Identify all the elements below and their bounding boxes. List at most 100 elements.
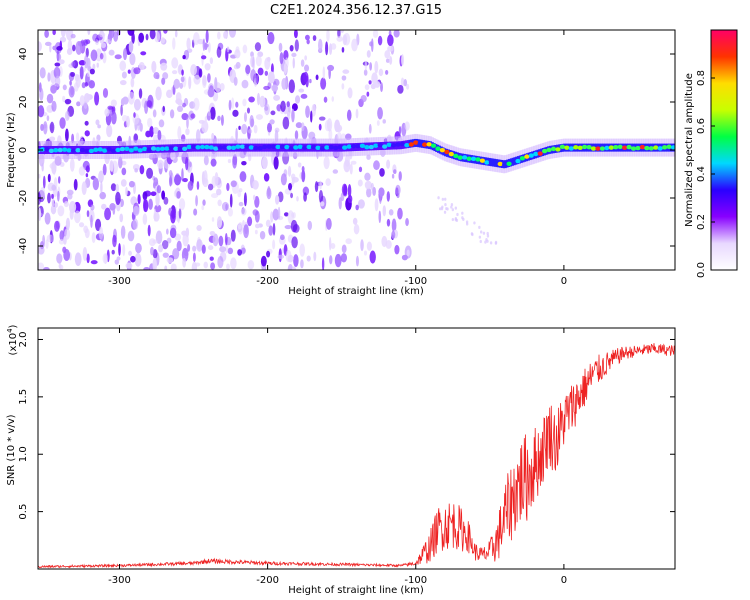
spectrogram-noise-cell bbox=[142, 213, 148, 225]
colorbar-tick-label: 0.6 bbox=[696, 118, 707, 134]
spectrogram-noise-cell bbox=[259, 230, 266, 240]
colorbar-ticks: 0.0 0.2 0.4 0.6 0.8 bbox=[696, 70, 715, 278]
spectrogram-noise-cell bbox=[169, 109, 175, 119]
snr-y-multiplier-close: ) bbox=[8, 324, 19, 328]
spectrogram-noise-cell bbox=[214, 172, 219, 186]
spectrogram-noise-cell bbox=[219, 82, 225, 91]
spectrogram-noise-cell bbox=[444, 203, 447, 207]
spectrogram-noise-cell bbox=[287, 263, 294, 270]
spectrogram-ridge-peak bbox=[484, 160, 490, 165]
spectrogram-ridge-peak bbox=[422, 142, 428, 147]
spectrogram-noise-cell bbox=[92, 33, 99, 42]
spectrogram-y-tick-label: 0 bbox=[18, 147, 29, 153]
spectrogram-noise-cell bbox=[238, 188, 243, 193]
spectrogram-noise-cell bbox=[294, 95, 301, 104]
spectrogram-noise-cell bbox=[137, 194, 141, 205]
spectrogram-noise-cell bbox=[226, 263, 230, 270]
spectrogram-noise-cell bbox=[243, 192, 247, 207]
spectrogram-noise-cell bbox=[278, 42, 283, 52]
spectrogram-noise-cell bbox=[119, 79, 127, 86]
spectrogram-noise-cell bbox=[38, 105, 45, 118]
spectrogram-noise-cell bbox=[38, 207, 42, 222]
spectrogram-ridge-peak bbox=[390, 143, 397, 148]
spectrogram-noise-cell bbox=[185, 157, 189, 171]
spectrogram-noise-cell bbox=[405, 218, 409, 227]
spectrogram-ridge-peak bbox=[222, 145, 228, 150]
spectrogram-noise-cell bbox=[156, 185, 162, 194]
spectrogram-noise-cell bbox=[327, 64, 335, 72]
spectrogram-ridge-peak bbox=[497, 161, 503, 167]
spectrogram-noise-cell bbox=[203, 261, 209, 269]
spectrogram-noise-cell bbox=[349, 163, 353, 175]
spectrogram-noise-cell bbox=[318, 116, 326, 121]
spectrogram-ridge-peak bbox=[279, 144, 286, 150]
spectrogram-noise-cell bbox=[280, 234, 285, 241]
spectrogram-noise-cell bbox=[270, 63, 274, 74]
spectrogram-noise-cell bbox=[238, 125, 241, 130]
spectrogram-noise-cell bbox=[343, 32, 351, 46]
spectrogram-ridge-peak bbox=[88, 148, 94, 154]
spectrogram-noise-cell bbox=[306, 255, 311, 262]
spectrogram-noise-cell bbox=[379, 193, 382, 205]
spectrogram-ridge-peak bbox=[368, 144, 374, 150]
spectrogram-noise-cell bbox=[174, 233, 182, 241]
spectrogram-noise-cell bbox=[287, 165, 292, 177]
spectrogram-noise-cell bbox=[292, 57, 295, 69]
spectrogram-noise-cell bbox=[108, 30, 113, 42]
spectrogram-noise-cell bbox=[82, 246, 88, 261]
figure-title: C2E1.2024.356.12.37.G15 bbox=[270, 3, 442, 18]
spectrogram-ridge-peak bbox=[577, 145, 583, 151]
spectrogram-noise-cell bbox=[58, 176, 61, 184]
spectrogram-ridge-peak bbox=[350, 144, 357, 149]
spectrogram-noise-cell bbox=[209, 230, 216, 236]
spectrogram-noise-cell bbox=[174, 30, 178, 38]
spectrogram-noise-cell bbox=[239, 171, 247, 182]
spectrogram-noise-cell bbox=[193, 97, 200, 111]
spectrogram-noise-cell bbox=[232, 155, 238, 169]
snr-background bbox=[38, 328, 675, 569]
spectrogram-noise-cell bbox=[207, 73, 211, 83]
spectrogram-noise-cell bbox=[378, 187, 385, 197]
spectrogram-ridge-peak bbox=[293, 145, 299, 150]
spectrogram-noise-cell bbox=[479, 239, 482, 244]
spectrogram-noise-cell bbox=[310, 110, 313, 123]
spectrogram-x-tick-label: 0 bbox=[561, 276, 567, 287]
spectrogram-noise-cell bbox=[110, 99, 117, 107]
spectrogram-noise-cell bbox=[291, 52, 297, 58]
spectrogram-noise-cell bbox=[190, 64, 197, 76]
spectrogram-noise-cell bbox=[405, 83, 410, 90]
spectrogram-noise-cell bbox=[134, 168, 138, 173]
spectrogram-noise-cell bbox=[314, 181, 319, 193]
spectrogram-ridge-peak bbox=[533, 151, 539, 157]
spectrogram-noise-cell bbox=[243, 224, 249, 239]
spectrogram-noise-cell bbox=[190, 113, 196, 119]
spectrogram-ridge-peak bbox=[475, 157, 481, 162]
snr-y-axis-title: SNR (10 * v/v) bbox=[6, 414, 17, 485]
spectrogram-noise-cell bbox=[67, 193, 73, 200]
spectrogram-x-tick-label: -100 bbox=[404, 276, 427, 287]
spectrogram-noise-cell bbox=[68, 201, 77, 214]
spectrogram-noise-cell bbox=[450, 202, 454, 207]
spectrogram-noise-cell bbox=[204, 43, 209, 48]
spectrogram-noise-cell bbox=[54, 202, 58, 208]
spectrogram-noise-cell bbox=[113, 31, 119, 42]
spectrogram-noise-cell bbox=[96, 62, 99, 68]
spectrogram-ridge-peak bbox=[564, 145, 570, 150]
spectrogram-noise-cell bbox=[111, 249, 115, 255]
spectrogram-noise-cell bbox=[56, 53, 62, 61]
spectrogram-noise-cell bbox=[366, 91, 370, 97]
spectrogram-noise-cell bbox=[120, 104, 123, 116]
spectrogram-noise-cell bbox=[377, 106, 383, 120]
spectrogram-noise-cell bbox=[217, 255, 224, 269]
spectrogram-noise-cell bbox=[341, 244, 347, 254]
spectrogram-noise-cell bbox=[456, 212, 459, 217]
spectrogram-noise-cell bbox=[297, 162, 302, 168]
spectrogram-noise-cell bbox=[98, 170, 104, 183]
spectrogram-noise-cell bbox=[160, 37, 165, 44]
spectrogram-noise-cell bbox=[341, 75, 347, 81]
spectrogram-noise-cell bbox=[328, 237, 332, 251]
spectrogram-noise-cell bbox=[301, 169, 306, 183]
snr-series-line bbox=[38, 343, 675, 569]
spectrogram-noise-cell bbox=[264, 70, 269, 76]
spectrogram-noise-cell bbox=[112, 234, 117, 248]
